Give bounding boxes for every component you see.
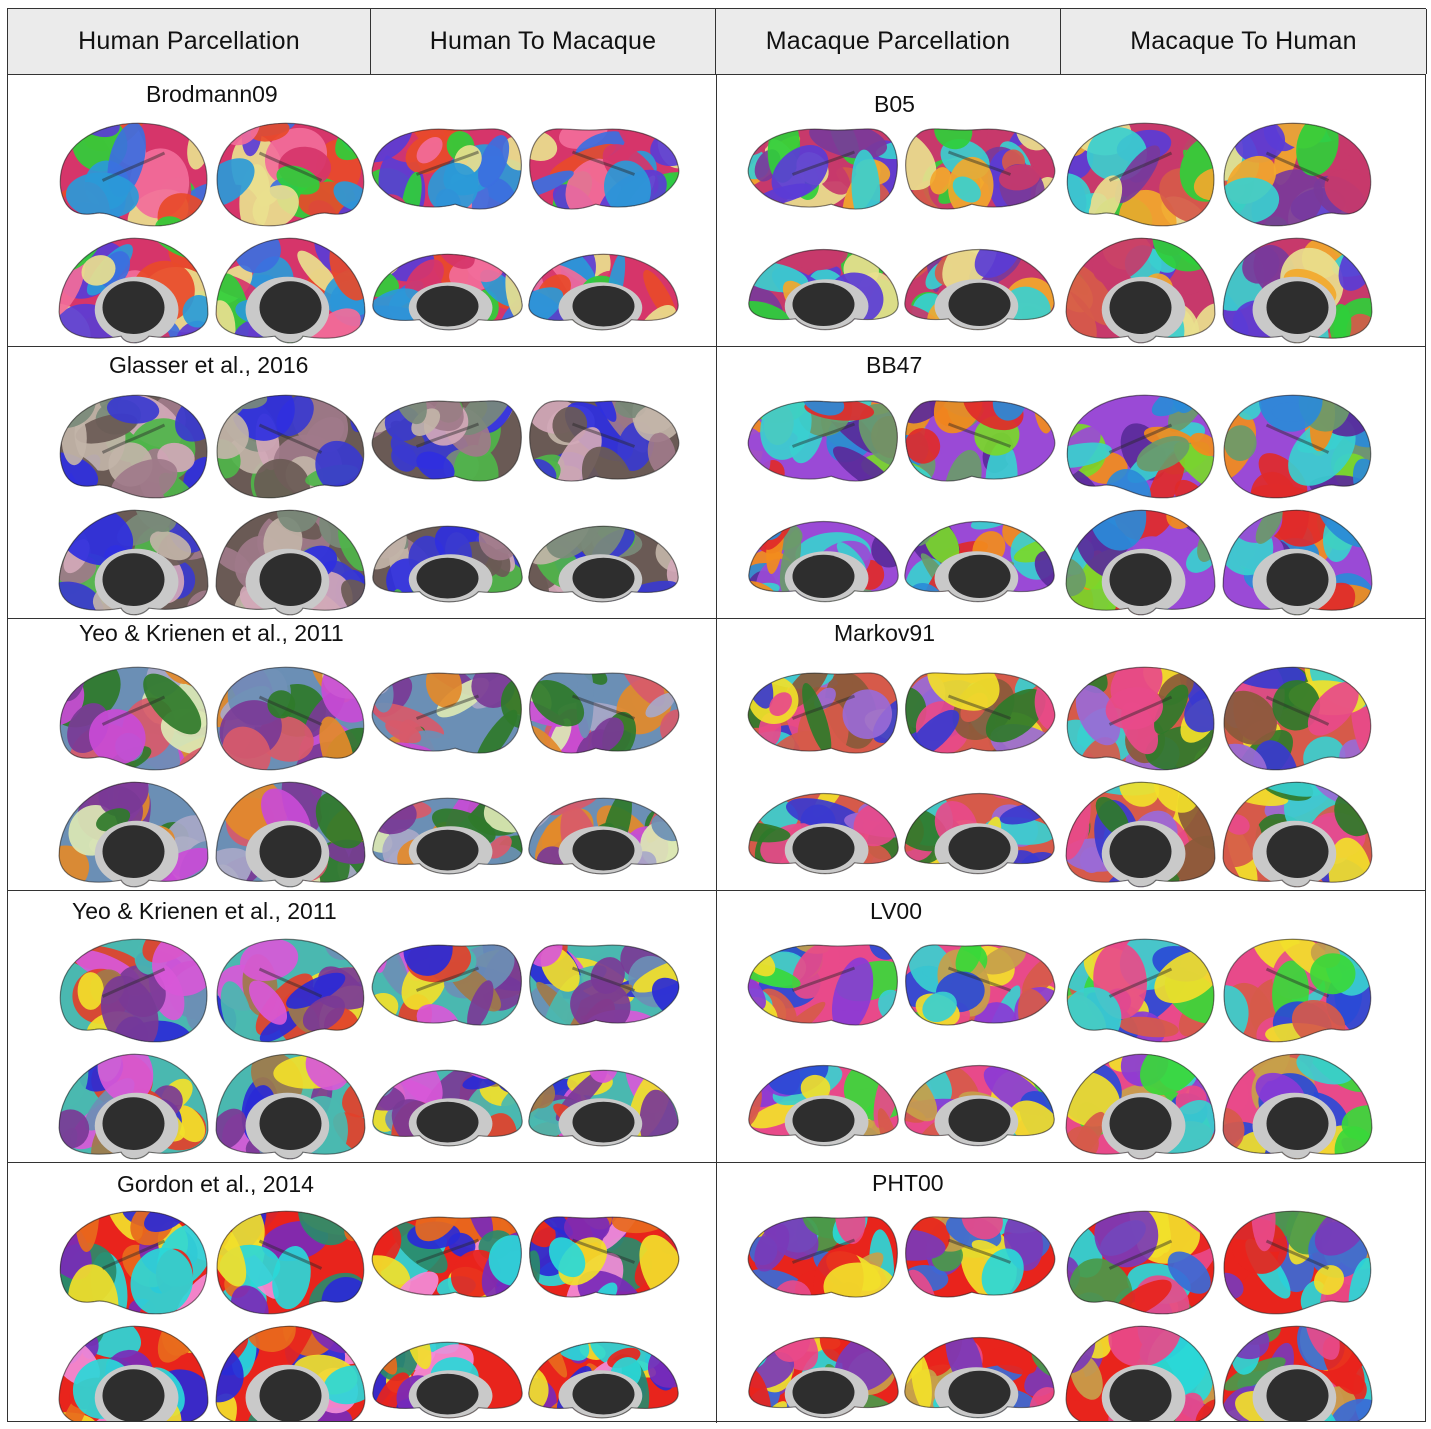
brain-surface — [748, 1336, 899, 1419]
brain-surface — [371, 1216, 522, 1298]
brain-surface — [747, 1216, 898, 1298]
brain-surface — [1222, 1053, 1373, 1160]
human-atlas-label: Glasser et al., 2016 — [109, 352, 309, 378]
brain-surface — [747, 944, 898, 1026]
brain-surface — [215, 237, 366, 344]
brain-surface — [528, 1341, 679, 1419]
brain-surface-renderings — [58, 122, 1373, 1421]
brain-surface — [747, 128, 898, 210]
human-atlas-label: Yeo & Krienen et al., 2011 — [79, 620, 344, 646]
brain-surface — [215, 509, 366, 616]
brain-surface — [1066, 1210, 1215, 1315]
brain-surface — [1223, 122, 1372, 227]
brain-surface — [372, 253, 523, 331]
brain-surface — [528, 525, 679, 603]
brain-surface — [216, 122, 365, 227]
brain-surface — [528, 797, 679, 875]
brain-surface — [529, 128, 680, 210]
brain-surface — [905, 128, 1056, 210]
row-divider — [8, 618, 1425, 619]
brain-surface — [1066, 394, 1215, 499]
brain-surface — [528, 253, 679, 331]
brain-surface — [215, 1053, 366, 1160]
brain-surface — [371, 672, 522, 754]
brain-surface — [904, 248, 1055, 331]
brain-surface — [748, 520, 899, 603]
brain-surface — [59, 666, 208, 771]
brain-surface — [529, 400, 680, 482]
brain-surface — [371, 128, 522, 210]
row-divider — [8, 1162, 1425, 1163]
brain-surface — [905, 944, 1056, 1026]
header-macaque-parcellation: Macaque Parcellation — [716, 9, 1061, 74]
brain-surface — [528, 1069, 679, 1147]
row-divider — [8, 346, 1425, 347]
brain-surface — [529, 672, 680, 754]
macaque-atlas-label: PHT00 — [872, 1170, 944, 1196]
brain-surface — [58, 1053, 209, 1160]
brain-surface — [748, 1064, 899, 1147]
row-divider — [8, 890, 1425, 891]
brain-surface — [748, 248, 899, 331]
brain-surface — [1223, 666, 1372, 771]
brain-surface — [1065, 509, 1216, 616]
figure-table: Human Parcellation Human To Macaque Maca… — [7, 8, 1427, 1423]
human-atlas-label: Gordon et al., 2014 — [117, 1171, 314, 1197]
brain-surface — [1066, 122, 1215, 227]
brain-surface — [372, 1341, 523, 1419]
brain-surface — [1223, 394, 1372, 499]
brain-surface — [1066, 938, 1215, 1043]
human-atlas-label: Yeo & Krienen et al., 2011 — [72, 898, 337, 924]
brain-surface — [904, 792, 1055, 875]
brain-surface — [58, 237, 209, 344]
human-atlas-label: Brodmann09 — [146, 81, 278, 107]
brain-surface — [904, 520, 1055, 603]
brain-surface — [215, 781, 366, 888]
brain-surface — [747, 400, 898, 482]
brain-surface — [58, 509, 209, 616]
brain-surface — [747, 672, 898, 754]
brain-surface — [59, 1210, 208, 1315]
brain-surface — [371, 400, 522, 482]
macaque-atlas-label: LV00 — [870, 898, 923, 924]
macaque-atlas-label: Markov91 — [834, 620, 935, 646]
brain-surface — [372, 797, 523, 875]
brain-surface — [904, 1336, 1055, 1419]
brain-surface — [372, 1069, 523, 1147]
brain-surface — [216, 938, 365, 1043]
brain-surface — [58, 781, 209, 888]
brain-surface — [529, 944, 680, 1026]
brain-surface — [372, 525, 523, 603]
brain-surface — [905, 400, 1056, 482]
brain-surface — [216, 666, 365, 771]
brain-surface — [904, 1064, 1055, 1147]
brain-surface — [529, 1216, 680, 1298]
brain-surface — [1222, 1325, 1373, 1421]
brain-surface — [905, 1216, 1056, 1298]
brain-surface — [905, 672, 1056, 754]
brain-surface — [1223, 1210, 1372, 1315]
macaque-atlas-label: B05 — [874, 91, 915, 117]
brain-surface — [1222, 781, 1373, 888]
brain-surface — [1222, 237, 1373, 344]
brain-surface — [59, 122, 208, 227]
brain-surface — [216, 1210, 365, 1315]
brain-surface — [1065, 1053, 1216, 1160]
brain-surface — [1223, 938, 1372, 1043]
header-human-to-macaque: Human To Macaque — [371, 9, 716, 74]
brain-surface — [371, 944, 522, 1026]
brain-surface — [748, 792, 899, 875]
macaque-atlas-label: BB47 — [866, 352, 923, 378]
brain-surface — [1222, 509, 1373, 616]
brain-surface — [215, 1325, 366, 1421]
header-macaque-to-human: Macaque To Human — [1061, 9, 1427, 74]
header-human-parcellation: Human Parcellation — [8, 9, 371, 74]
column-divider — [716, 74, 717, 1423]
